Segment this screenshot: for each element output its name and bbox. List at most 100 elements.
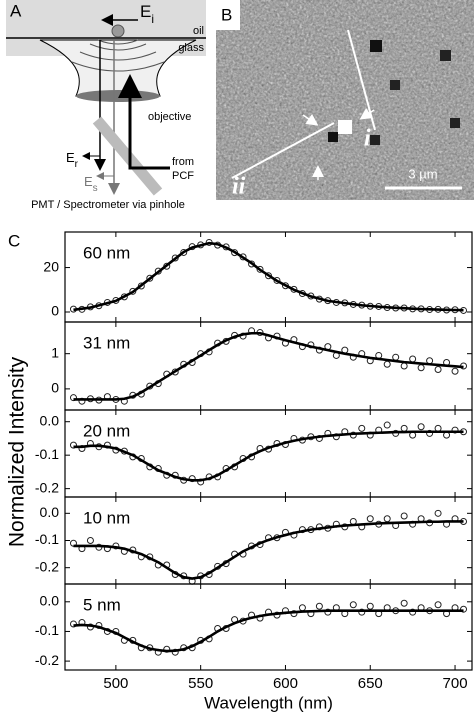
data-point	[171, 254, 179, 262]
pcf-beam	[118, 74, 170, 170]
data-point	[78, 444, 86, 452]
microscope-image	[216, 0, 474, 200]
wavefronts	[71, 39, 165, 72]
es-main: E	[84, 174, 93, 189]
data-point	[451, 367, 459, 375]
data-point	[324, 608, 332, 616]
y-tick-label: -0.2	[35, 558, 59, 574]
data-point	[400, 362, 408, 370]
data-point	[197, 478, 205, 486]
data-point	[86, 537, 94, 544]
data-point	[146, 274, 154, 282]
data-point	[298, 604, 306, 612]
dark-spot	[328, 132, 338, 142]
panel-b: B i ii 3 µm	[216, 0, 474, 200]
y-tick-label: 0	[51, 303, 59, 319]
y-tick-label: 1	[51, 344, 59, 360]
data-point	[383, 515, 391, 523]
data-point	[366, 515, 374, 523]
line-ii	[231, 122, 335, 179]
arrow	[302, 113, 319, 126]
line-label: i	[364, 126, 371, 152]
data-point	[400, 512, 408, 520]
y-tick-label: -0.1	[35, 531, 59, 547]
panel-label: A	[10, 1, 22, 20]
er-sub: r	[75, 159, 79, 170]
plot-frame	[64, 583, 473, 671]
data-point	[332, 433, 340, 441]
data-point	[315, 602, 323, 610]
y-tick-label: -0.1	[35, 622, 59, 638]
y-axis-label: Normalized Intensity	[6, 356, 29, 547]
y-tick-label: 0.0	[40, 504, 60, 520]
panel-size-label: 5 nm	[83, 595, 121, 614]
y-tick-label: -0.1	[35, 446, 59, 462]
data-point	[366, 602, 374, 610]
x-axis-label: Wavelength (nm)	[204, 693, 333, 712]
data-point	[171, 648, 179, 656]
data-point	[460, 605, 468, 613]
data-point	[69, 441, 77, 449]
data-point	[383, 360, 391, 368]
data-point	[358, 424, 366, 432]
beam-splitter	[92, 116, 163, 196]
data-point	[129, 287, 137, 295]
dark-spot	[370, 40, 382, 52]
fit-line	[73, 430, 464, 482]
glass-label: glass	[178, 42, 204, 54]
panel-size-label: 10 nm	[83, 508, 130, 527]
er-main: E	[66, 150, 75, 165]
arrow	[359, 108, 375, 120]
er-label: Er	[66, 150, 79, 170]
y-tick-label: 0.0	[40, 592, 60, 608]
objective-label: objective	[148, 111, 191, 123]
oil-label: oil	[193, 25, 204, 37]
panel-size-label: 60 nm	[83, 243, 130, 262]
panel-size-label: 31 nm	[83, 333, 130, 352]
scale-label: 3 µm	[408, 166, 437, 181]
data-point	[451, 426, 459, 434]
data-point	[417, 423, 425, 431]
dark-spot	[390, 80, 400, 90]
panel-label: C	[8, 231, 20, 250]
objective-lens	[76, 90, 160, 102]
data-point	[315, 434, 323, 442]
data-point	[349, 601, 357, 609]
data-point	[188, 475, 196, 483]
data-point	[434, 509, 442, 517]
data-point	[434, 601, 442, 609]
data-point	[426, 429, 434, 437]
y-tick-label: 20	[43, 258, 59, 274]
fit-line	[73, 520, 464, 580]
dark-spot	[370, 135, 380, 145]
data-point	[103, 441, 111, 449]
x-tick-label: 550	[188, 675, 213, 692]
data-point	[137, 282, 145, 290]
label-box	[216, 0, 240, 30]
data-point	[417, 364, 425, 372]
fit-line	[73, 331, 464, 401]
es-sub: s	[93, 183, 98, 194]
panel-size-label: 20 nm	[83, 421, 130, 440]
y-tick-label: -0.2	[35, 479, 59, 495]
data-point	[383, 421, 391, 429]
data-point	[400, 599, 408, 607]
data-point	[69, 394, 77, 402]
dark-spot	[440, 50, 451, 61]
dark-spot	[450, 118, 460, 128]
data-point	[69, 539, 77, 547]
x-tick-label: 600	[273, 675, 298, 692]
objective-cone	[39, 39, 197, 97]
ei-sub: i	[151, 12, 154, 26]
detector-label: PMT / Spectrometer via pinhole	[31, 199, 185, 211]
line-label: ii	[232, 174, 246, 200]
data-point	[434, 366, 442, 374]
y-tick-label: 0.0	[40, 412, 60, 428]
ei-label: Ei	[140, 2, 154, 26]
particle-spot	[338, 120, 352, 134]
data-point	[358, 608, 366, 616]
es-label: Es	[84, 174, 98, 194]
panel-label: B	[221, 5, 232, 24]
data-point	[392, 353, 400, 361]
